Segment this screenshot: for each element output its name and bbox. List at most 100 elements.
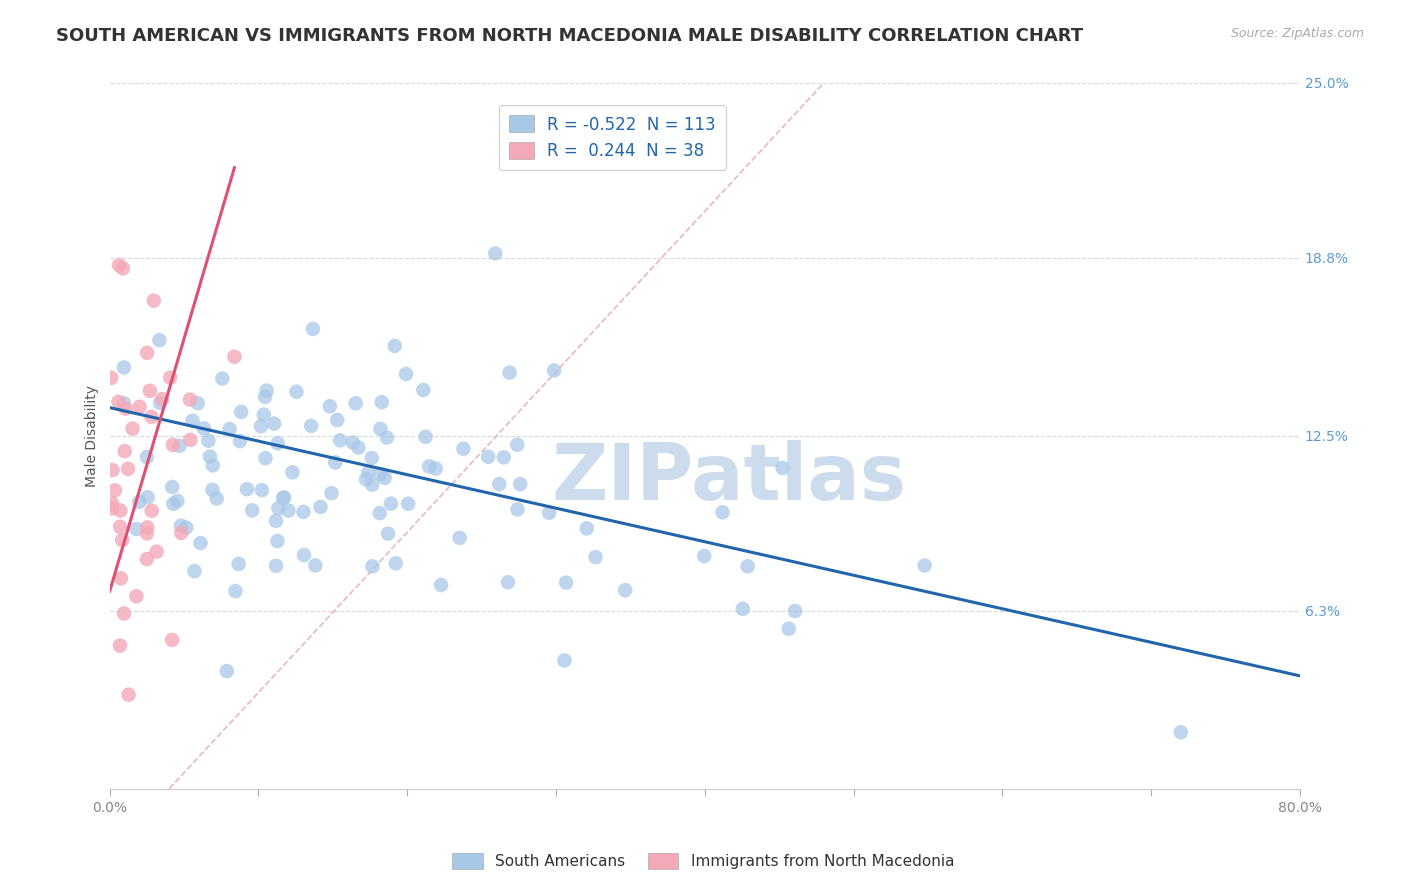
Point <box>498 366 520 380</box>
Point <box>121 421 143 435</box>
Point <box>181 414 204 428</box>
Text: SOUTH AMERICAN VS IMMIGRANTS FROM NORTH MACEDONIA MALE DISABILITY CORRELATION CH: SOUTH AMERICAN VS IMMIGRANTS FROM NORTH … <box>56 27 1084 45</box>
Legend: South Americans, Immigrants from North Macedonia: South Americans, Immigrants from North M… <box>446 847 960 875</box>
Point <box>375 431 398 445</box>
Point <box>585 550 607 565</box>
Point <box>231 405 253 419</box>
Point <box>128 495 150 509</box>
Point <box>488 477 510 491</box>
Point <box>509 477 531 491</box>
Point <box>136 490 159 504</box>
Point <box>136 346 159 360</box>
Point <box>370 395 392 409</box>
Point <box>430 578 453 592</box>
Point <box>254 451 277 466</box>
Point <box>162 438 184 452</box>
Point <box>112 396 135 410</box>
Point <box>357 466 380 480</box>
Point <box>135 450 157 464</box>
Point <box>449 531 471 545</box>
Point <box>160 632 183 647</box>
Point <box>100 371 122 385</box>
Point <box>263 417 285 431</box>
Point <box>273 491 295 505</box>
Point <box>187 396 209 410</box>
Point <box>267 501 290 516</box>
Text: Source: ZipAtlas.com: Source: ZipAtlas.com <box>1230 27 1364 40</box>
Point <box>101 497 124 511</box>
Point <box>211 371 233 385</box>
Point <box>108 520 131 534</box>
Point <box>299 418 322 433</box>
Point <box>162 497 184 511</box>
Point <box>271 491 294 505</box>
Point <box>107 395 129 409</box>
Point <box>101 501 124 516</box>
Point <box>193 421 215 435</box>
Point <box>110 503 132 517</box>
Point <box>142 293 165 308</box>
Point <box>174 520 197 534</box>
Point <box>141 409 163 424</box>
Point <box>205 491 228 506</box>
Point <box>149 396 172 410</box>
Point <box>319 399 342 413</box>
Point <box>136 520 159 534</box>
Point <box>292 548 315 562</box>
Point <box>370 467 392 481</box>
Point <box>492 450 515 465</box>
Point <box>166 494 188 508</box>
Point <box>148 333 170 347</box>
Point <box>264 514 287 528</box>
Point <box>693 549 716 563</box>
Point <box>772 461 794 475</box>
Point <box>395 367 418 381</box>
Point <box>179 392 201 407</box>
Point <box>368 506 391 520</box>
Point <box>250 419 273 434</box>
Point <box>179 433 201 447</box>
Legend: R = -0.522  N = 113, R =  0.244  N = 38: R = -0.522 N = 113, R = 0.244 N = 38 <box>499 105 725 170</box>
Point <box>183 564 205 578</box>
Point <box>139 384 162 398</box>
Point <box>309 500 332 514</box>
Point <box>1170 725 1192 739</box>
Point <box>218 422 240 436</box>
Point <box>323 455 346 469</box>
Point <box>783 604 806 618</box>
Point <box>321 486 343 500</box>
Point <box>425 461 447 475</box>
Point <box>169 439 191 453</box>
Point <box>329 434 352 448</box>
Point <box>197 434 219 448</box>
Point <box>236 482 259 496</box>
Point <box>128 400 150 414</box>
Point <box>125 522 148 536</box>
Point <box>360 450 382 465</box>
Point <box>496 575 519 590</box>
Point <box>711 505 734 519</box>
Point <box>484 246 506 260</box>
Point <box>342 435 364 450</box>
Point <box>415 430 437 444</box>
Point <box>229 434 252 448</box>
Point <box>374 471 396 485</box>
Point <box>228 557 250 571</box>
Point <box>396 497 419 511</box>
Point <box>117 688 139 702</box>
Point <box>190 536 212 550</box>
Point <box>778 622 800 636</box>
Point <box>477 450 499 464</box>
Text: ZIPatlas: ZIPatlas <box>551 440 905 516</box>
Point <box>344 396 367 410</box>
Point <box>555 575 578 590</box>
Point <box>112 607 135 621</box>
Point <box>292 505 315 519</box>
Point <box>250 483 273 497</box>
Point <box>538 506 561 520</box>
Point <box>285 384 308 399</box>
Point <box>198 450 221 464</box>
Point <box>304 558 326 573</box>
Point <box>575 521 598 535</box>
Point <box>136 526 159 541</box>
